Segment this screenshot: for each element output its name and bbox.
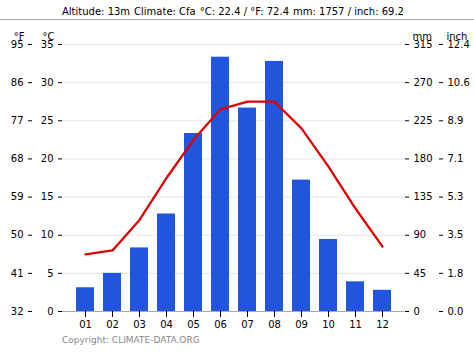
- svg-text:8.9: 8.9: [448, 115, 464, 126]
- svg-text:35: 35: [40, 38, 54, 50]
- svg-text:07: 07: [241, 319, 254, 330]
- svg-text:°C: °C: [43, 31, 55, 42]
- svg-text:90: 90: [414, 229, 427, 240]
- svg-text:05: 05: [187, 319, 200, 330]
- svg-text:5.3: 5.3: [448, 191, 464, 202]
- svg-text:0: 0: [47, 306, 53, 317]
- svg-text:02: 02: [106, 319, 119, 330]
- svg-text:inch: inch: [447, 31, 468, 42]
- svg-text:1.8: 1.8: [448, 268, 464, 279]
- svg-text:45: 45: [414, 268, 427, 279]
- svg-text:20: 20: [41, 153, 54, 164]
- html-text:mm: 1757 / inch: 69.2: mm: 1757 / inch: 69.2: [293, 6, 404, 17]
- svg-text:95: 95: [10, 38, 24, 50]
- svg-text:0.0: 0.0: [448, 306, 464, 317]
- svg-text:41: 41: [11, 268, 24, 279]
- svg-text:12: 12: [376, 319, 389, 330]
- svg-text:180: 180: [414, 153, 433, 164]
- svg-text:135: 135: [414, 191, 433, 202]
- svg-text:09: 09: [295, 319, 308, 330]
- svg-text:10.6: 10.6: [448, 77, 470, 88]
- svg-text:04: 04: [160, 319, 173, 330]
- svg-text:0: 0: [414, 306, 420, 317]
- svg-text:12.4: 12.4: [447, 38, 470, 50]
- svg-text:3.5: 3.5: [448, 229, 464, 240]
- svg-text:225: 225: [414, 115, 433, 126]
- svg-text:25: 25: [41, 115, 54, 126]
- svg-text:mm: mm: [413, 31, 432, 42]
- svg-text:270: 270: [414, 77, 433, 88]
- svg-text:15: 15: [41, 191, 54, 202]
- svg-text:03: 03: [133, 319, 146, 330]
- svg-text:08: 08: [268, 319, 281, 330]
- svg-text:°F: °F: [14, 31, 25, 42]
- html-text:Copyright: CLIMATE-DATA.ORG: Copyright: CLIMATE-DATA.ORG: [62, 335, 200, 345]
- svg-text:01: 01: [79, 319, 92, 330]
- svg-text:86: 86: [11, 77, 24, 88]
- svg-text:7.1: 7.1: [448, 153, 464, 164]
- svg-text:59: 59: [11, 191, 24, 202]
- svg-text:30: 30: [41, 77, 54, 88]
- svg-text:32: 32: [11, 306, 24, 317]
- svg-text:5: 5: [47, 268, 53, 279]
- svg-text:315: 315: [413, 38, 433, 50]
- svg-text:06: 06: [214, 319, 227, 330]
- svg-text:68: 68: [11, 153, 24, 164]
- svg-text:11: 11: [349, 319, 362, 330]
- svg-text:10: 10: [41, 229, 54, 240]
- html-text:Altitude: 13m Climate: Cfa °C:: Altitude: 13m Climate: Cfa °C: 22.4 / °F…: [62, 6, 289, 17]
- svg-text:10: 10: [322, 319, 335, 330]
- svg-text:77: 77: [11, 115, 24, 126]
- svg-text:50: 50: [11, 229, 24, 240]
